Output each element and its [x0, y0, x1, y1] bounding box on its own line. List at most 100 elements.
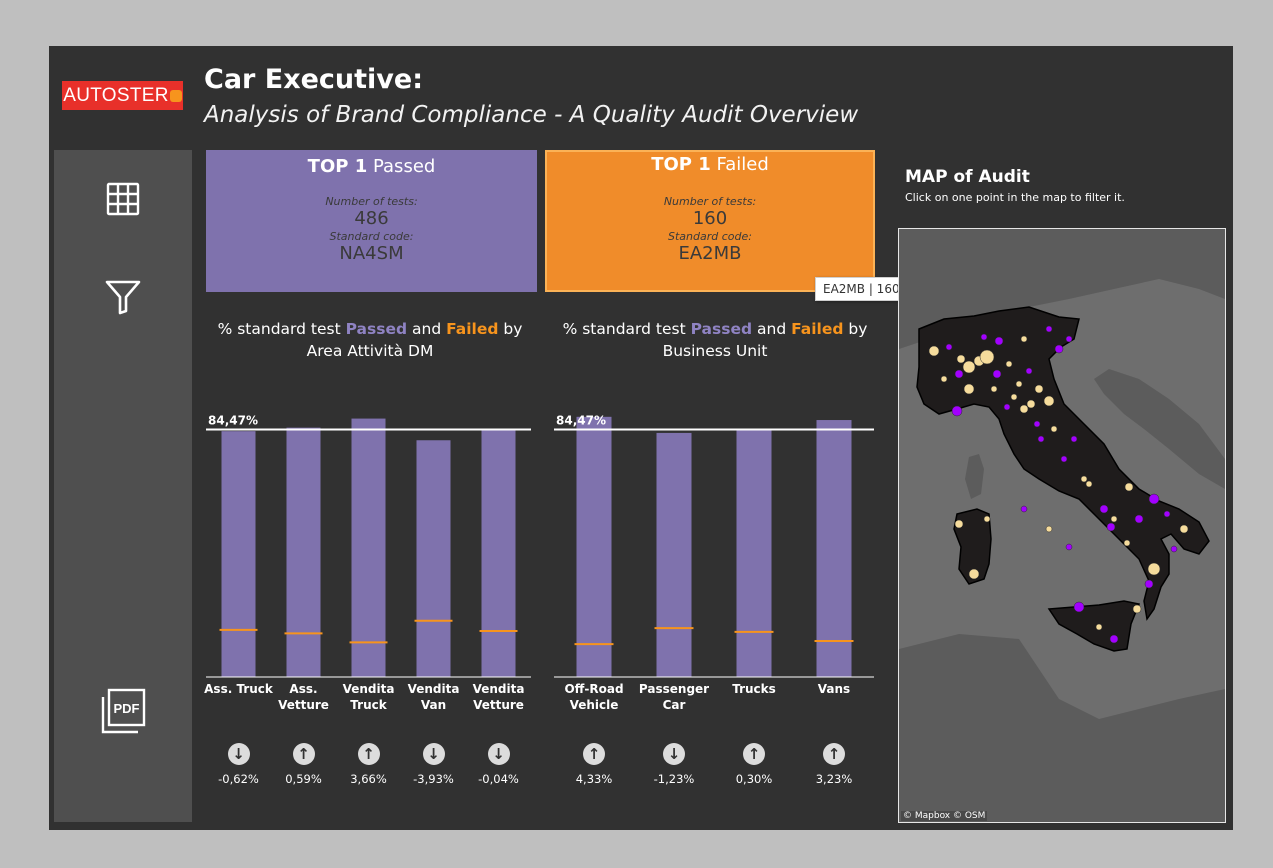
kpi-passed-tests-value: 486: [354, 208, 389, 229]
map-point-passed[interactable]: [928, 345, 940, 357]
map-point-failed[interactable]: [980, 333, 988, 341]
map-point-failed[interactable]: [1020, 505, 1028, 513]
category-label: Vendita: [473, 682, 525, 696]
map-point-passed[interactable]: [940, 375, 948, 383]
category-label: Van: [421, 698, 446, 712]
map-point-failed[interactable]: [992, 369, 1002, 379]
map-point-passed[interactable]: [1034, 384, 1044, 394]
map-point-passed[interactable]: [1132, 604, 1142, 614]
map-point-failed[interactable]: [1134, 514, 1144, 524]
map-title: MAP of Audit: [905, 167, 1030, 187]
kpi-top-failed[interactable]: TOP 1 Failed Number of tests: 160 Standa…: [545, 150, 875, 292]
chart-title-area-and: and: [407, 320, 447, 338]
filter-button[interactable]: [104, 277, 142, 315]
map-point-failed[interactable]: [1060, 455, 1068, 463]
map-point-failed[interactable]: [1054, 344, 1064, 354]
map-point-passed[interactable]: [956, 354, 966, 364]
map-point-passed[interactable]: [968, 568, 980, 580]
map-point-passed[interactable]: [1010, 393, 1018, 401]
pdf-export-button[interactable]: PDF: [100, 688, 146, 734]
map-point-failed[interactable]: [1025, 367, 1033, 375]
map-point-passed[interactable]: [990, 385, 998, 393]
map-point-failed[interactable]: [1065, 335, 1073, 343]
bar-passed: [816, 420, 852, 677]
map-point-passed[interactable]: [1050, 425, 1058, 433]
grid-icon: [106, 182, 140, 216]
chart-title-area-failed: Failed: [446, 320, 499, 338]
audit-map[interactable]: © Mapbox © OSM: [898, 228, 1226, 823]
map-point-failed[interactable]: [1045, 325, 1053, 333]
map-points[interactable]: [928, 325, 1189, 644]
map-point-passed[interactable]: [1005, 360, 1013, 368]
map-canvas[interactable]: [899, 229, 1225, 822]
map-point-passed[interactable]: [1123, 539, 1131, 547]
change-value: 3,23%: [815, 772, 853, 786]
map-point-failed[interactable]: [1109, 634, 1119, 644]
map-point-passed[interactable]: [979, 349, 995, 365]
map-point-passed[interactable]: [1080, 475, 1088, 483]
kpi-failed-code-label: Standard code:: [668, 230, 752, 243]
change-value: 0,30%: [735, 772, 773, 786]
map-point-failed[interactable]: [951, 405, 963, 417]
map-point-failed[interactable]: [1099, 504, 1109, 514]
map-point-failed[interactable]: [1106, 522, 1116, 532]
change-indicator: ↑ 0,59%: [274, 743, 334, 786]
map-point-passed[interactable]: [1019, 404, 1029, 414]
map-point-passed[interactable]: [1043, 395, 1055, 407]
map-point-failed[interactable]: [1148, 493, 1160, 505]
foreign-land-africa: [899, 634, 1225, 822]
map-point-passed[interactable]: [1147, 562, 1161, 576]
grid-button[interactable]: [104, 180, 142, 218]
map-point-passed[interactable]: [1085, 480, 1093, 488]
map-point-failed[interactable]: [954, 369, 964, 379]
map-point-failed[interactable]: [1003, 403, 1011, 411]
map-point-failed[interactable]: [1070, 435, 1078, 443]
map-point-failed[interactable]: [1170, 545, 1178, 553]
map-point-failed[interactable]: [945, 343, 953, 351]
map-point-failed[interactable]: [1065, 543, 1073, 551]
map-point-failed[interactable]: [994, 336, 1004, 346]
kpi-top-passed[interactable]: TOP 1 Passed Number of tests: 486 Standa…: [206, 150, 537, 292]
map-point-passed[interactable]: [1124, 482, 1134, 492]
map-point-failed[interactable]: [1033, 420, 1041, 428]
category-label: Ass. Truck: [204, 682, 274, 696]
map-point-passed[interactable]: [962, 360, 976, 374]
arrow-up-icon: ↑: [743, 743, 765, 765]
map-point-passed[interactable]: [1179, 524, 1189, 534]
foreign-land: [899, 229, 1225, 349]
map-point-passed[interactable]: [1020, 335, 1028, 343]
map-point-passed[interactable]: [954, 519, 964, 529]
category-label: Vehicle: [570, 698, 619, 712]
map-point-failed[interactable]: [1073, 601, 1085, 613]
category-label: Vetture: [278, 698, 329, 712]
kpi-passed-code-label: Standard code:: [329, 230, 414, 243]
pdf-icon: PDF: [101, 688, 146, 734]
category-label: Truck: [350, 698, 387, 712]
map-point-passed[interactable]: [1110, 515, 1118, 523]
map-point-failed[interactable]: [1163, 510, 1171, 518]
arrow-up-icon: ↑: [823, 743, 845, 765]
chart-title-bu-line2: Business Unit: [662, 342, 768, 360]
map-point-passed[interactable]: [1015, 380, 1023, 388]
map-point-passed[interactable]: [963, 383, 975, 395]
map-point-failed[interactable]: [1037, 435, 1045, 443]
kpi-passed-head-rest: Passed: [372, 156, 436, 177]
arrow-up-icon: ↑: [583, 743, 605, 765]
chart-title-area: % standard test Passed and Failed by Are…: [205, 318, 535, 362]
kpi-passed-tests-label: Number of tests:: [325, 195, 418, 208]
map-point-passed[interactable]: [983, 515, 991, 523]
map-point-passed[interactable]: [1045, 525, 1053, 533]
chart-title-bu-pre: % standard test: [562, 320, 691, 338]
bar-passed: [656, 432, 692, 677]
corsica: [965, 454, 984, 499]
reference-line-label: 84,47%: [208, 414, 258, 428]
chart-title-area-line2: Area Attività DM: [306, 342, 434, 360]
bar-passed: [576, 416, 612, 677]
change-value: -1,23%: [653, 772, 695, 786]
map-subtitle: Click on one point in the map to filter …: [905, 191, 1125, 204]
map-point-passed[interactable]: [1095, 623, 1103, 631]
map-point-passed[interactable]: [1026, 399, 1036, 409]
arrow-down-icon: ↓: [422, 743, 445, 765]
logo-text: AUTOSTER: [63, 85, 169, 106]
map-point-failed[interactable]: [1144, 579, 1154, 589]
